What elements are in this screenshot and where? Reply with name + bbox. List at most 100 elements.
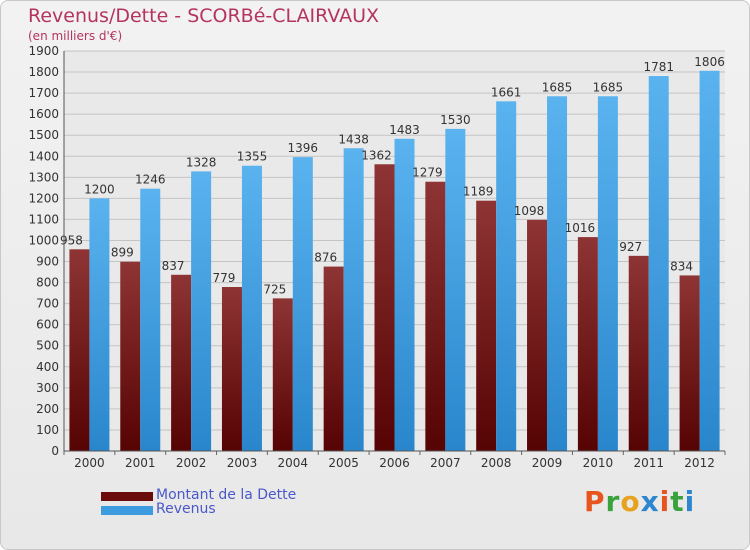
x-tick-label: 2011	[633, 456, 664, 470]
x-tick-label: 2009	[532, 456, 563, 470]
bar-revenus	[343, 148, 364, 451]
y-tick-label: 1800	[28, 65, 59, 79]
y-tick-label: 1500	[28, 128, 59, 142]
bar-dette	[272, 298, 293, 451]
x-tick-label: 2003	[227, 456, 258, 470]
data-label-revenus: 1530	[440, 113, 471, 127]
bar-dette	[69, 249, 90, 451]
logo-letter: t	[670, 485, 685, 518]
x-tick-label: 2007	[430, 456, 461, 470]
y-tick-label: 1700	[28, 86, 59, 100]
x-tick-label: 2002	[176, 456, 207, 470]
bar-revenus	[547, 96, 568, 452]
bar-revenus	[496, 101, 517, 451]
logo-letter: P	[584, 485, 606, 518]
y-tick-label: 1000	[28, 233, 59, 247]
y-tick-label: 1400	[28, 149, 59, 163]
data-label-dette: 837	[162, 259, 185, 273]
data-label-revenus: 1438	[338, 132, 369, 146]
bar-dette	[221, 287, 242, 451]
proxiti-logo: Proxiti	[584, 485, 695, 518]
data-label-revenus: 1355	[237, 150, 268, 164]
bar-revenus	[648, 76, 669, 451]
data-label-revenus: 1685	[542, 80, 573, 94]
x-tick-label: 2008	[481, 456, 512, 470]
x-tick-label: 2004	[278, 456, 309, 470]
bar-revenus	[394, 138, 415, 451]
data-label-dette: 834	[670, 259, 693, 273]
bar-revenus	[191, 171, 212, 451]
data-label-revenus: 1661	[491, 85, 522, 99]
y-tick-label: 900	[36, 255, 59, 269]
data-label-revenus: 1200	[84, 182, 115, 196]
y-tick-label: 200	[36, 402, 59, 416]
legend-label-revenus: Revenus	[156, 501, 216, 517]
data-label-revenus: 1396	[288, 141, 319, 155]
x-tick-label: 2006	[379, 456, 410, 470]
logo-letter: o	[620, 485, 641, 518]
bar-dette	[476, 200, 497, 451]
data-label-revenus: 1483	[389, 123, 420, 137]
bar-revenus	[140, 188, 161, 451]
bar-dette	[679, 275, 700, 451]
data-label-dette: 1362	[361, 148, 392, 162]
y-tick-label: 1100	[28, 212, 59, 226]
bar-revenus	[597, 96, 618, 452]
data-label-dette: 899	[111, 246, 134, 260]
y-tick-label: 1300	[28, 170, 59, 184]
y-tick-label: 1600	[28, 107, 59, 121]
logo-letter: i	[684, 485, 696, 518]
data-label-dette: 1098	[514, 204, 545, 218]
y-tick-label: 1200	[28, 191, 59, 205]
legend-label-dette: Montant de la Dette	[156, 487, 297, 503]
bar-dette	[577, 237, 598, 451]
data-label-dette: 725	[263, 282, 286, 296]
legend-swatch-revenus	[101, 506, 153, 515]
chart-subtitle: (en milliers d'€)	[28, 29, 123, 43]
logo-letter: x	[640, 485, 660, 518]
data-label-dette: 927	[619, 240, 642, 254]
bar-dette	[120, 261, 141, 451]
chart-title: Revenus/Dette - SCORBé-CLAIRVAUX	[28, 5, 380, 27]
x-tick-label: 2012	[684, 456, 715, 470]
data-label-revenus: 1246	[135, 173, 166, 187]
data-label-dette: 1016	[565, 221, 596, 235]
bar-revenus	[89, 198, 110, 451]
data-label-dette: 1189	[463, 185, 494, 199]
bar-revenus	[241, 165, 262, 451]
data-label-revenus: 1685	[593, 80, 624, 94]
y-tick-label: 500	[36, 339, 59, 353]
y-tick-label: 700	[36, 297, 59, 311]
bar-dette	[527, 219, 548, 451]
legend-swatch-dette	[101, 492, 153, 501]
bar-revenus	[699, 70, 720, 451]
data-label-dette: 958	[60, 233, 83, 247]
x-tick-label: 2000	[74, 456, 105, 470]
data-label-dette: 1279	[412, 166, 443, 180]
bar-dette	[323, 266, 344, 451]
data-label-dette: 876	[314, 251, 337, 265]
x-tick-label: 2005	[328, 456, 359, 470]
data-label-revenus: 1328	[186, 155, 217, 169]
data-label-revenus: 1806	[694, 55, 725, 69]
data-label-revenus: 1781	[643, 60, 674, 74]
y-tick-label: 100	[36, 423, 59, 437]
bar-dette	[374, 164, 395, 451]
bar-dette	[628, 255, 649, 451]
y-tick-label: 300	[36, 381, 59, 395]
data-label-dette: 779	[213, 271, 236, 285]
bar-dette	[171, 274, 192, 451]
bar-revenus	[445, 128, 466, 451]
x-tick-label: 2010	[583, 456, 614, 470]
logo-letter: r	[605, 485, 621, 518]
y-tick-label: 600	[36, 318, 59, 332]
logo-letter: i	[659, 485, 671, 518]
y-tick-label: 0	[51, 444, 59, 458]
bar-dette	[425, 181, 446, 451]
x-tick-label: 2001	[125, 456, 156, 470]
y-tick-label: 1900	[28, 44, 59, 58]
y-tick-label: 800	[36, 276, 59, 290]
bar-revenus	[292, 157, 313, 451]
